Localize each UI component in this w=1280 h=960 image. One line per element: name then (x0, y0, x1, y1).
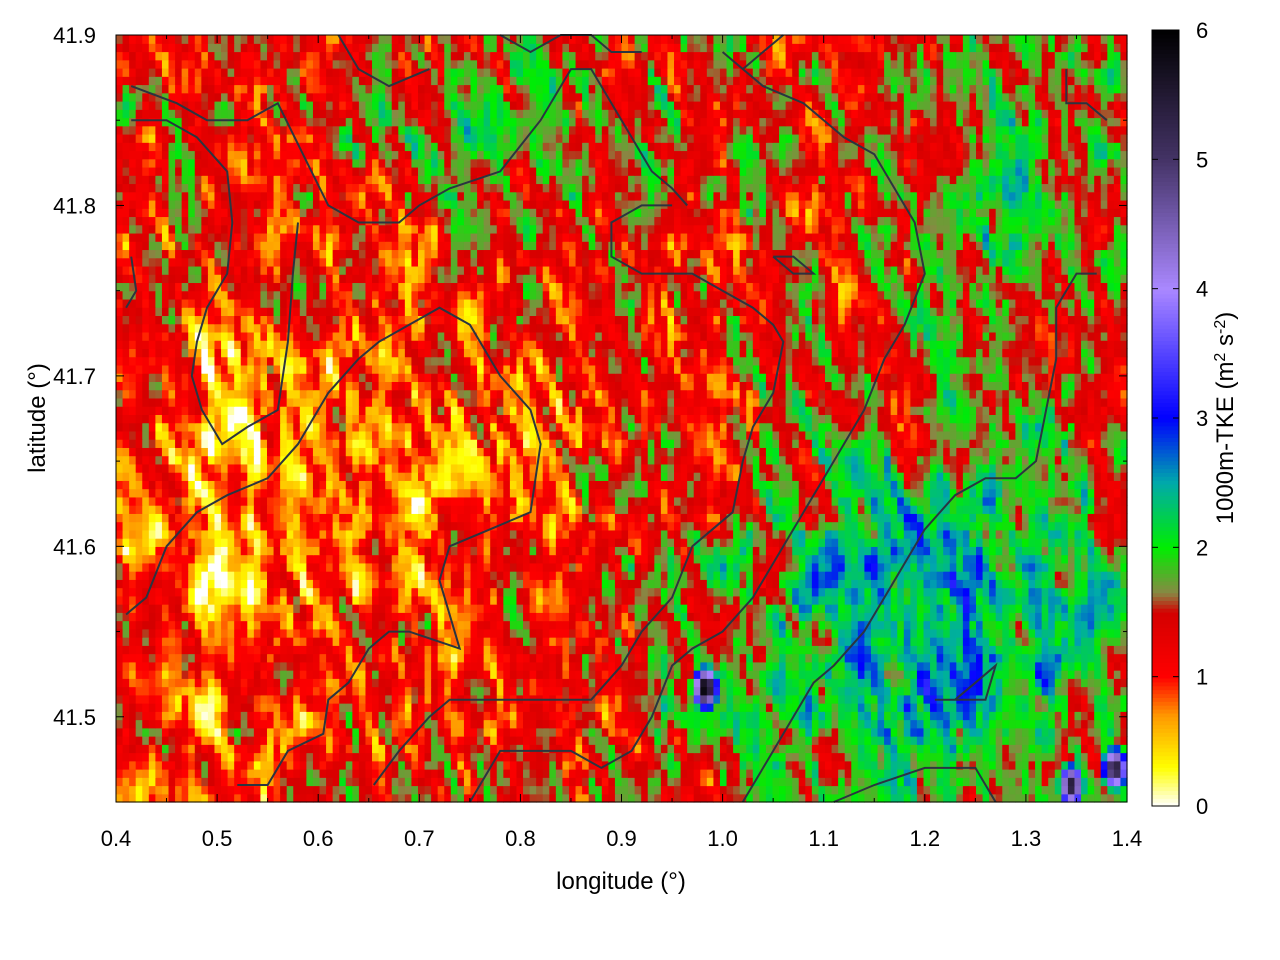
y-tick-label: 41.9 (53, 23, 96, 48)
x-tick-label: 1.0 (707, 826, 738, 851)
contour-line (934, 662, 998, 701)
contour-line (130, 68, 688, 224)
contour-line (741, 272, 1097, 803)
colorbar-gradient (1152, 30, 1179, 807)
x-tick-label: 0.6 (303, 826, 334, 851)
y-tick-label: 41.6 (53, 534, 96, 559)
x-tick-label: 0.4 (101, 826, 132, 851)
contour-line (337, 34, 430, 88)
colorbar-tick-label: 6 (1196, 18, 1208, 43)
plot-area (116, 35, 1128, 803)
contour-lines (125, 34, 1108, 803)
y-tick-label: 41.8 (53, 193, 96, 218)
colorbar-tick-label: 3 (1196, 406, 1208, 431)
contour-line (372, 204, 785, 786)
x-tick-label: 1.3 (1011, 826, 1042, 851)
contour-line (131, 119, 299, 446)
contour-line (125, 306, 542, 786)
colorbar-title: 1000m-TKE (m2 s-2) (1212, 312, 1240, 525)
contour-line (742, 34, 784, 70)
x-tick-label: 0.7 (404, 826, 435, 851)
colorbar: 0 1 2 3 4 5 6 1000m-TKE (m2 s-2) (1151, 18, 1240, 819)
x-tick-label: 0.8 (505, 826, 536, 851)
x-axis: 0.4 0.5 0.6 0.7 0.8 0.9 1.0 1.1 1.2 1.3 1.4 (101, 35, 1143, 851)
colorbar-tick-label: 4 (1196, 277, 1208, 302)
y-axis: 41.5 41.6 41.7 41.8 41.9 (53, 23, 1127, 730)
y-axis-title: latitude (°) (24, 363, 51, 473)
contour-line (1065, 69, 1108, 121)
colorbar-ticks: 0 1 2 3 4 5 6 (1152, 18, 1208, 819)
x-tick-label: 0.5 (202, 826, 233, 851)
contour-line (469, 51, 926, 803)
contour-line (125, 256, 138, 309)
contour-line (833, 766, 997, 803)
x-axis-title: longitude (°) (556, 868, 686, 895)
colorbar-tick-label: 5 (1196, 147, 1208, 172)
colorbar-tick-label: 1 (1196, 665, 1208, 690)
contour-line (772, 255, 817, 275)
x-tick-label: 1.1 (808, 826, 839, 851)
y-tick-label: 41.5 (53, 705, 96, 730)
colorbar-tick-label: 0 (1196, 794, 1208, 819)
x-tick-label: 1.2 (910, 826, 941, 851)
colorbar-tick-label: 2 (1196, 535, 1208, 560)
y-tick-label: 41.7 (53, 364, 96, 389)
x-tick-label: 1.4 (1112, 826, 1143, 851)
x-tick-label: 0.9 (606, 826, 637, 851)
